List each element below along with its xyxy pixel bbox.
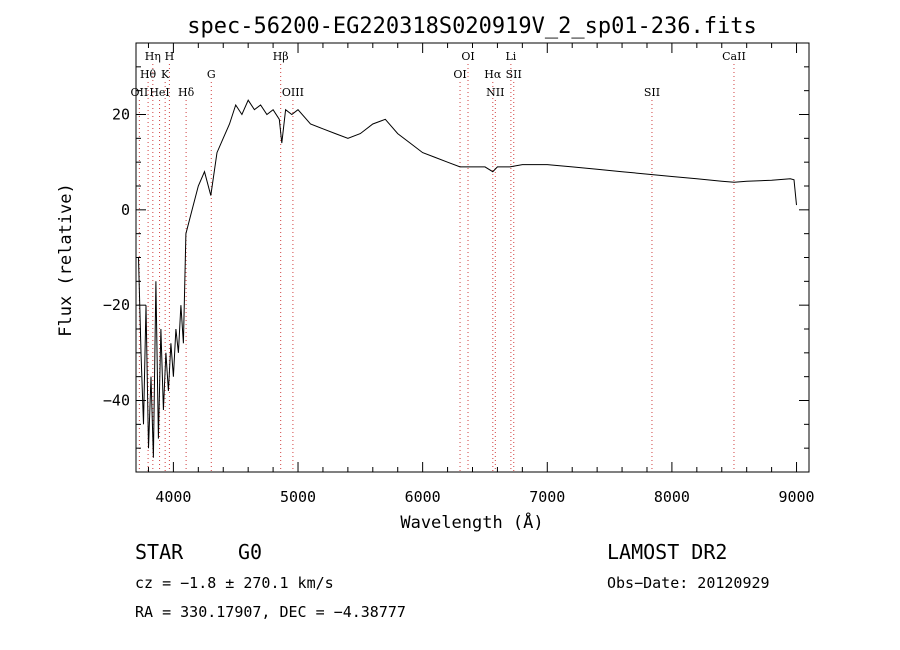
y-axis-label: Flux (relative) <box>56 183 76 337</box>
y-tick-label: 0 <box>121 201 130 219</box>
x-tick-label: 8000 <box>654 488 690 506</box>
spectral-line-label: G <box>207 68 216 81</box>
y-tick-label: −20 <box>103 296 130 314</box>
spectral-line-label: H <box>165 50 175 63</box>
spectral-line-label: OI <box>461 50 474 63</box>
x-axis: 4000 5000 6000 7000 8000 9000 <box>147 43 815 506</box>
spectrum-line <box>138 99 797 458</box>
x-tick-label: 5000 <box>280 488 316 506</box>
spectral-line-label: OI <box>453 68 466 81</box>
spectral-line-label: OII <box>131 86 149 99</box>
redshift-cz: cz = −1.8 ± 270.1 km/s <box>135 574 334 592</box>
spectral-line-label: Hα <box>484 68 502 81</box>
spectral-line-label: Hθ <box>140 68 157 81</box>
ra-dec: RA = 330.17907, DEC = −4.38777 <box>135 603 406 621</box>
survey-name: LAMOST DR2 <box>607 540 728 564</box>
spectral-line-label: SII <box>644 86 660 99</box>
x-tick-label: 9000 <box>778 488 814 506</box>
spectral-line-label: NII <box>486 86 504 99</box>
x-axis-label: Wavelength (Å) <box>400 511 543 533</box>
object-type: STAR <box>135 540 184 564</box>
spectral-line-label: Hβ <box>273 50 289 63</box>
x-tick-label: 6000 <box>405 488 441 506</box>
x-tick-label: 7000 <box>529 488 565 506</box>
spectral-line-label: OIII <box>282 86 304 99</box>
spectral-line-label: CaII <box>722 50 746 63</box>
y-axis: −40 −20 0 20 <box>103 66 809 449</box>
observation-date: Obs−Date: 20120929 <box>607 574 770 592</box>
spectral-line-label: K <box>161 68 170 81</box>
y-tick-label: −40 <box>103 392 130 410</box>
spectral-line-label: HeI <box>149 86 169 99</box>
chart-title: spec-56200-EG220318S020919V_2_sp01-236.f… <box>187 14 757 39</box>
x-tick-label: 4000 <box>155 488 191 506</box>
spectral-line-label: SII <box>506 68 522 81</box>
spectral-line-label: Li <box>505 50 516 63</box>
spectral-line-label: Hδ <box>178 86 195 99</box>
spectral-line-label: Hη <box>145 50 161 63</box>
y-tick-label: 20 <box>112 106 130 124</box>
spectral-class: G0 <box>238 540 263 564</box>
